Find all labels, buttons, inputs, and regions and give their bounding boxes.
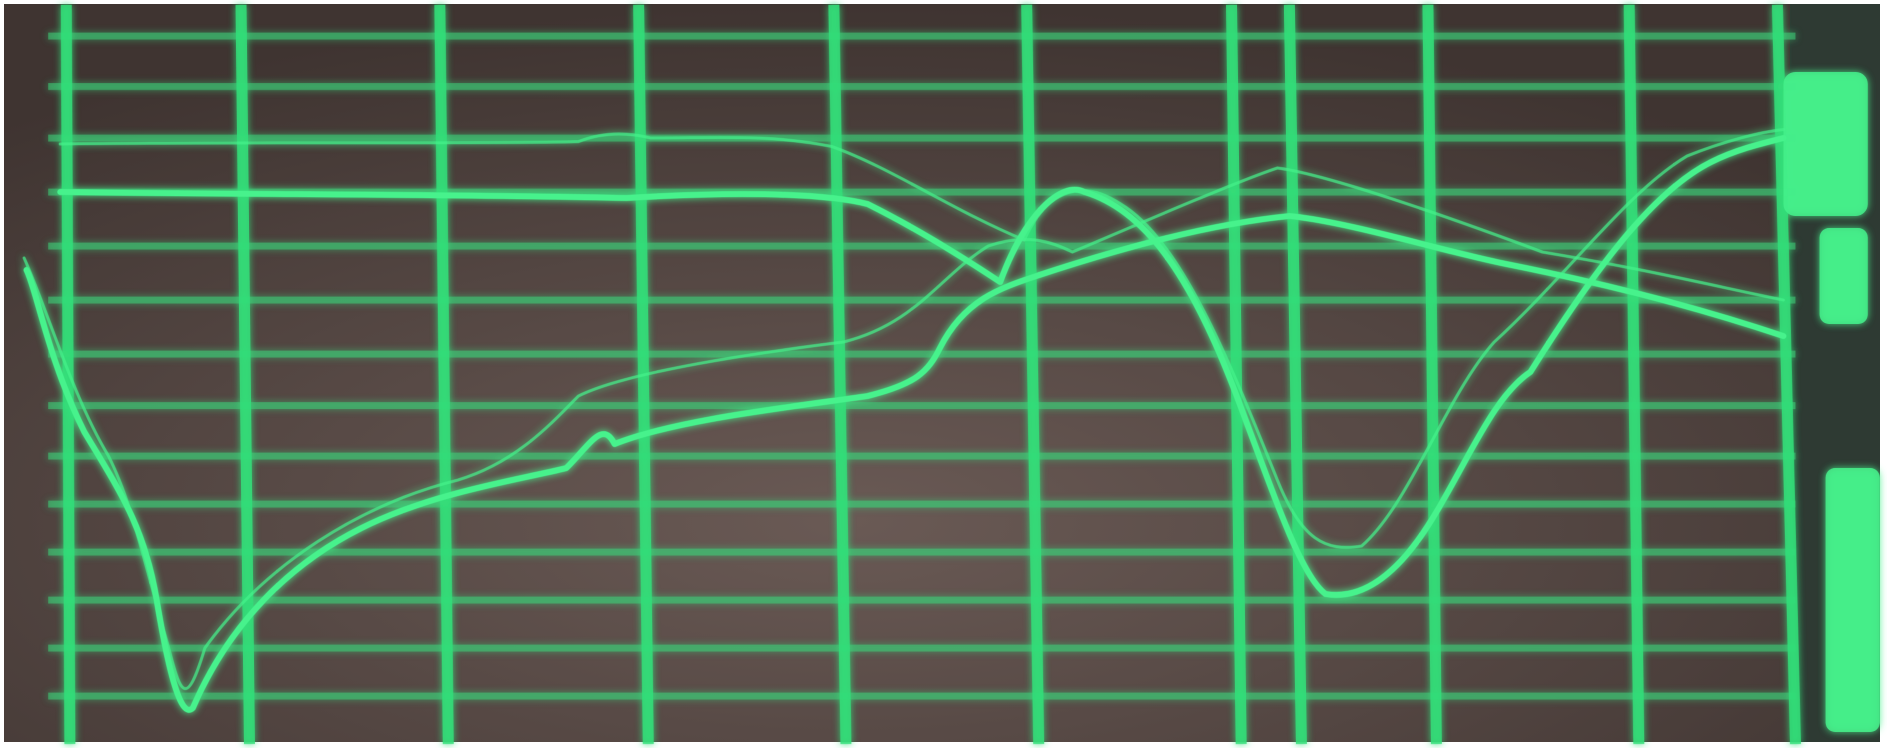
display: [24, 5, 1880, 744]
marker-block: [1825, 468, 1880, 732]
trace: [60, 138, 1783, 595]
screen: [4, 4, 1880, 742]
side-markers: [1783, 72, 1880, 732]
trace: [24, 168, 1783, 689]
marker-block: [1783, 72, 1868, 217]
marker-block: [1819, 228, 1868, 324]
traces: [24, 130, 1783, 710]
trace: [60, 130, 1783, 548]
horizontal-grid: [48, 36, 1795, 696]
